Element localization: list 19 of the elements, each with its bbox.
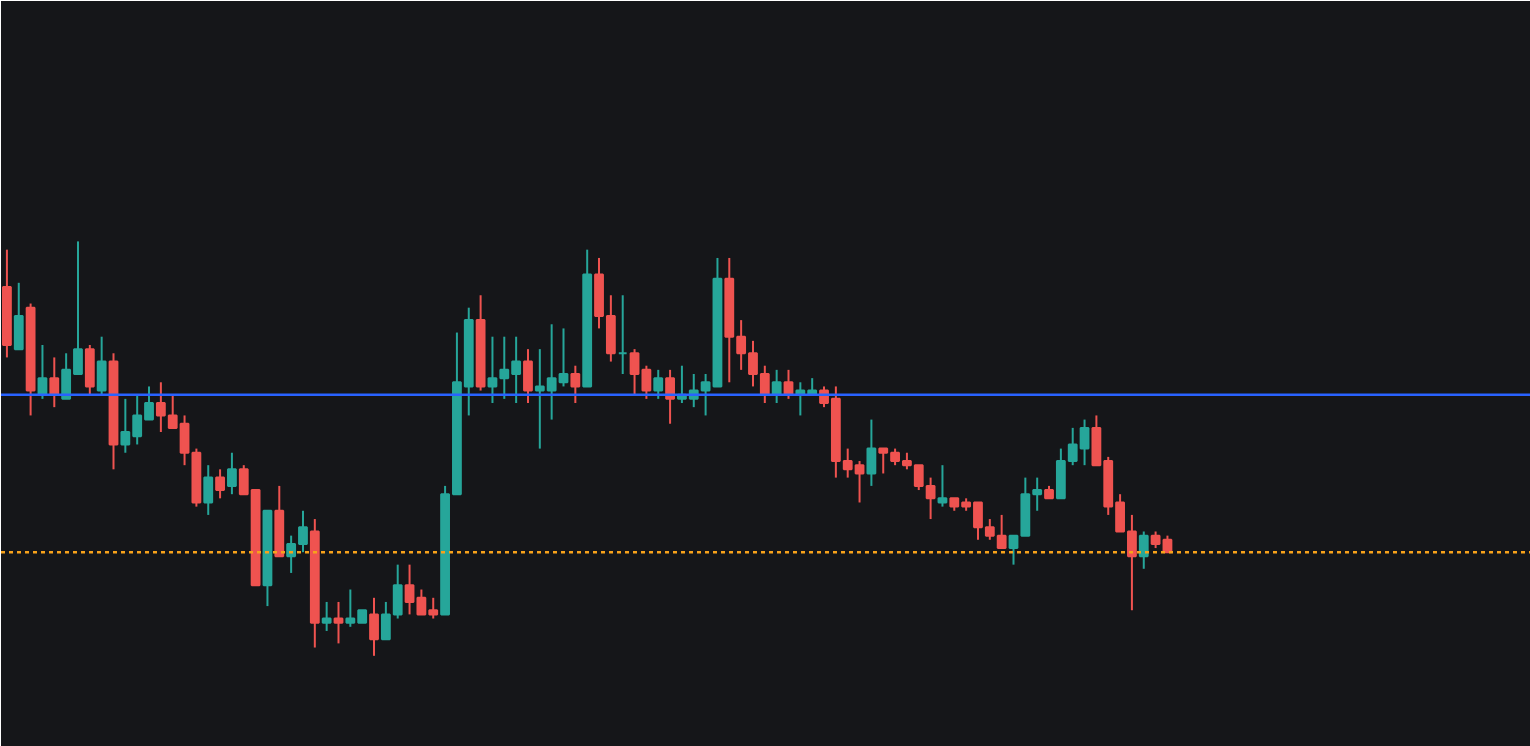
candlestick (13, 281, 24, 351)
candlestick (937, 464, 948, 508)
candlestick (369, 596, 379, 657)
candlestick (84, 343, 95, 396)
candlestick (665, 368, 675, 425)
candlestick (49, 356, 60, 409)
candlestick (203, 464, 214, 516)
candlestick (771, 368, 782, 405)
candlestick (523, 348, 533, 405)
candlestick (321, 600, 332, 632)
candlestick (227, 451, 237, 496)
candlestick (96, 335, 107, 396)
candlestick (1138, 530, 1149, 570)
candlestick (333, 600, 344, 645)
candlestick (570, 364, 581, 405)
candlestick (653, 368, 664, 400)
candlestick (866, 418, 877, 487)
candlestick (274, 484, 285, 558)
candlestick (215, 468, 225, 500)
